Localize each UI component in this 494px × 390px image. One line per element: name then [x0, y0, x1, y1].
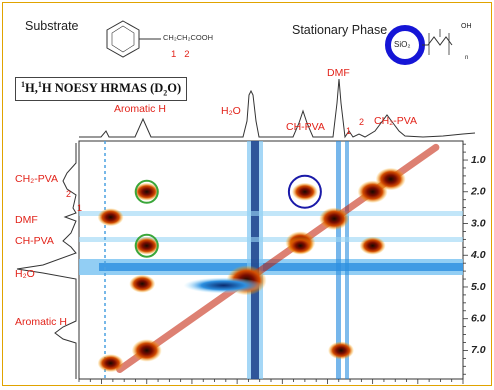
y-tick-label: 4.0	[470, 249, 486, 261]
green-highlight-circle	[134, 179, 159, 204]
diagonal-peak	[319, 207, 350, 230]
x-tick-label: 1.0	[411, 383, 426, 386]
stationary-phase-label: Stationary Phase	[292, 23, 388, 37]
top-label-dmf: DMF	[327, 67, 350, 79]
cross-peak	[133, 236, 160, 255]
cross-peak	[97, 354, 124, 373]
title-h-2: H NOESY HRMAS (D	[41, 81, 164, 96]
title-h-1: H,	[25, 81, 38, 96]
x-tick-label: 2.0	[364, 383, 380, 386]
blue-highlight-circle	[287, 174, 322, 209]
y-tick-label: 5.0	[471, 281, 486, 293]
substrate-structure	[106, 20, 161, 58]
x-tick-label: 3.0	[320, 383, 335, 386]
left-label-aromatic: Aromatic H	[15, 316, 67, 328]
y-tick-label: 2.0	[470, 186, 486, 198]
x-tick-label: 7.0	[139, 383, 154, 386]
cross-peak	[359, 236, 386, 255]
cross-peak	[97, 208, 124, 227]
title-sub: 2	[163, 88, 168, 98]
y-axis: 1.0 2.0 3.0 4.0 5.0 6.0 7.0	[463, 143, 486, 375]
top-label-aromatic: Aromatic H	[114, 103, 166, 115]
green-highlight-circle	[134, 233, 159, 258]
left-label-dmf: DMF	[15, 214, 38, 226]
x-tick-label: 6.0	[185, 383, 200, 386]
y-tick-label: 3.0	[471, 217, 486, 229]
diagonal-peak	[131, 339, 162, 362]
y-tick-label: 6.0	[471, 312, 486, 324]
top-label-num2: 2	[359, 117, 365, 127]
negative-lobe	[183, 277, 264, 294]
highlight-circles	[134, 174, 322, 258]
cross-peak	[129, 274, 156, 293]
top-label-h2o: H₂O	[221, 105, 241, 117]
x-tick-label: 4.0	[274, 383, 290, 386]
x-axis: 7.0 6.0 5.0 4.0 3.0 2.0 1.0	[78, 379, 464, 386]
left-label-num1: 1	[77, 203, 83, 213]
diagonal-peak	[375, 167, 406, 191]
cross-peak	[133, 182, 160, 201]
substrate-label: Substrate	[25, 19, 79, 33]
cross-peak	[291, 182, 318, 201]
y-tick-label: 7.0	[471, 344, 486, 356]
n-label: n	[465, 55, 469, 61]
top-1d-spectrum	[79, 78, 476, 139]
chain-formula: CH₂CH₂COOH	[163, 33, 213, 42]
top-label-num1: 1	[346, 126, 352, 136]
chain-positions: 1 2	[171, 49, 190, 60]
oh-label: OH	[461, 23, 472, 30]
top-label-ch2-pva: CH₂-PVA	[374, 115, 417, 127]
left-label-ch2-pva: CH₂-PVA	[15, 173, 58, 185]
left-label-h2o: H₂O	[15, 268, 35, 280]
noesy-figure: 7.0 6.0 5.0 4.0 3.0 2.0 1.0 1.0 2.0 3.0 4.0 5.0 6.0…	[16, 20, 486, 386]
figure-frame: 7.0 6.0 5.0 4.0 3.0 2.0 1.0 1.0 2.0 3.0 4.0 5.0 6.0…	[2, 2, 492, 386]
cross-peak	[328, 341, 355, 360]
y-tick-label: 1.0	[471, 154, 486, 166]
left-label-ch-pva: CH-PVA	[15, 235, 54, 247]
left-label-num2: 2	[66, 189, 72, 199]
x-tick-label: 5.0	[230, 383, 245, 386]
peaks-layer	[97, 143, 440, 373]
title-suffix: O)	[167, 81, 182, 96]
stationary-phase-drawing	[385, 25, 453, 65]
title-sup-2: 1	[37, 80, 42, 89]
cross-peak	[287, 236, 314, 255]
left-1d-spectrum	[16, 143, 77, 379]
experiment-title: 1H,1H NOESY HRMAS (D2O)	[15, 77, 188, 101]
title-sup-1: 1	[21, 80, 25, 89]
top-label-ch-pva: CH-PVA	[286, 121, 325, 133]
sio2-label: SiO₂	[394, 40, 411, 49]
